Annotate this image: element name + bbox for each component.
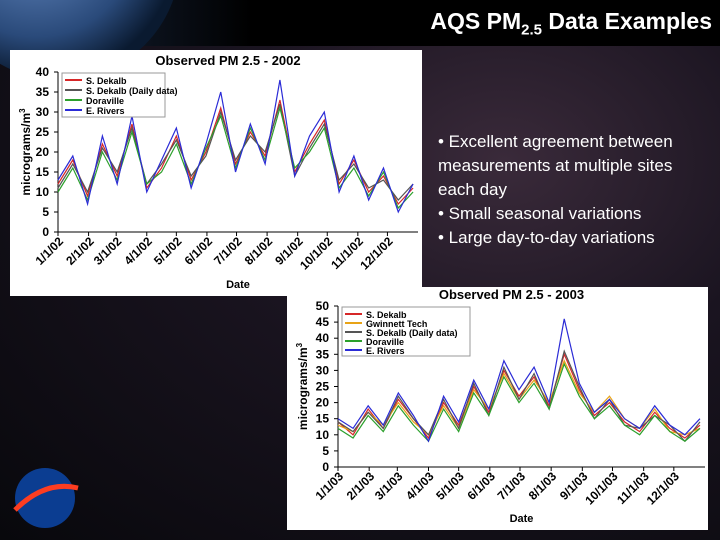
y-tick-label: 25 xyxy=(316,380,330,394)
title-main: AQS PM xyxy=(430,8,522,34)
y-axis-label-sup: 3 xyxy=(295,342,304,347)
x-axis-label: Date xyxy=(510,513,534,525)
y-axis-label: micrograms/m3 xyxy=(295,342,310,430)
y-tick-label: 35 xyxy=(316,347,330,361)
data-line xyxy=(337,352,701,440)
legend-box xyxy=(341,306,471,357)
data-line xyxy=(57,99,414,206)
chart-title: Observed PM 2.5 - 2003 xyxy=(439,287,584,302)
legend-label: S. Dekalb xyxy=(86,76,127,86)
data-line xyxy=(57,105,414,210)
data-line xyxy=(57,79,414,214)
y-tick-label: 40 xyxy=(36,65,50,79)
legend-label: S. Dekalb xyxy=(366,310,407,320)
legend-label: E. Rivers xyxy=(86,106,125,116)
y-axis-label-main: micrograms/m xyxy=(19,113,33,196)
bullet: • Excellent agreement between measuremen… xyxy=(438,132,673,199)
y-tick-label: 30 xyxy=(36,105,50,119)
y-tick-label: 5 xyxy=(42,205,49,219)
legend-label: Gwinnett Tech xyxy=(366,319,427,329)
y-tick-label: 15 xyxy=(316,412,330,426)
y-tick-label: 10 xyxy=(316,428,330,442)
bullet: • Large day-to-day variations xyxy=(438,228,655,247)
data-line xyxy=(57,103,414,201)
bullet: • Small seasonal variations xyxy=(438,204,642,223)
y-tick-label: 20 xyxy=(316,396,330,410)
y-tick-label: 35 xyxy=(36,85,50,99)
data-line xyxy=(337,362,701,443)
y-tick-label: 25 xyxy=(36,125,50,139)
y-tick-label: 20 xyxy=(36,145,50,159)
legend-label: S. Dekalb (Daily data) xyxy=(366,328,458,338)
y-tick-label: 0 xyxy=(42,225,49,239)
y-tick-label: 15 xyxy=(36,165,50,179)
slide-title: AQS PM2.5 Data Examples xyxy=(430,8,712,39)
legend-label: E. Rivers xyxy=(366,346,405,356)
data-line xyxy=(337,318,701,443)
y-tick-label: 40 xyxy=(316,331,330,345)
bullet-list: • Excellent agreement between measuremen… xyxy=(438,130,708,250)
y-tick-label: 30 xyxy=(316,363,330,377)
y-axis-label: micrograms/m3 xyxy=(18,108,33,196)
y-axis-label-main: micrograms/m xyxy=(296,347,310,430)
y-tick-label: 50 xyxy=(316,299,330,313)
nasa-logo xyxy=(15,468,75,528)
legend-label: S. Dekalb (Daily data) xyxy=(86,86,178,96)
nasa-swoosh xyxy=(13,483,79,512)
legend-label: Doraville xyxy=(366,337,404,347)
y-axis-label-sup: 3 xyxy=(18,108,27,113)
chart-title: Observed PM 2.5 - 2002 xyxy=(155,53,300,68)
title-sub: 2.5 xyxy=(521,21,542,39)
legend-label: Doraville xyxy=(86,96,124,106)
y-tick-label: 0 xyxy=(322,460,329,474)
y-tick-label: 5 xyxy=(322,444,329,458)
title-rest: Data Examples xyxy=(541,8,712,34)
y-tick-label: 45 xyxy=(316,315,330,329)
y-tick-label: 10 xyxy=(36,185,50,199)
x-axis-label: Date xyxy=(226,279,250,291)
